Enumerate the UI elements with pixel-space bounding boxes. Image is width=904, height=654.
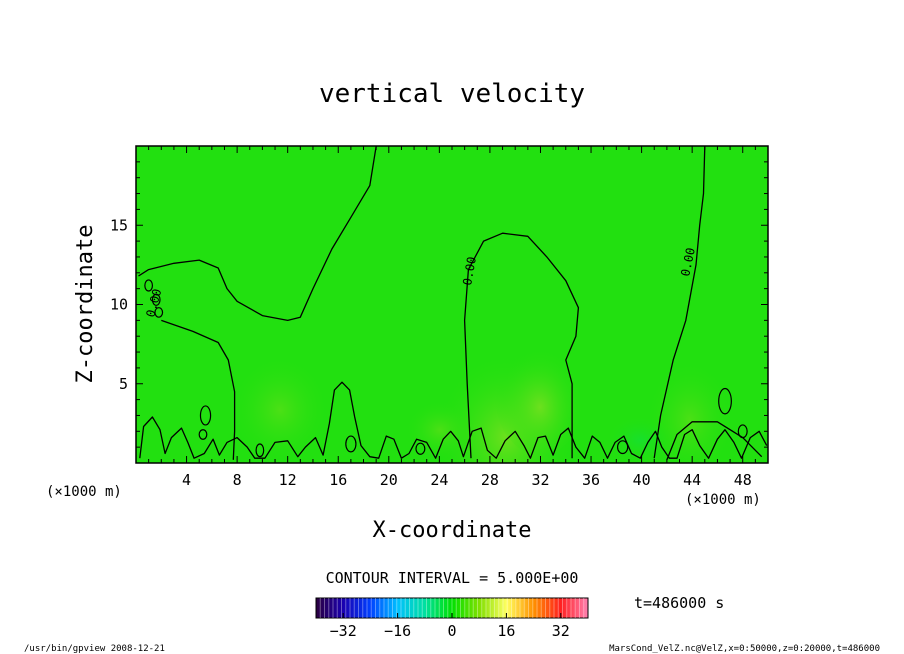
contour-loop — [345, 435, 357, 453]
x-tick-label: 24 — [430, 471, 448, 489]
contour-loop — [718, 387, 732, 415]
colorbar-stripes — [319, 598, 585, 618]
footer-right: MarsCond_VelZ.nc@VelZ,x=0:50000,z=0:2000… — [609, 644, 880, 654]
y-tick-label: 15 — [110, 216, 128, 234]
colorbar-ticks: −32 −16 0 16 32 — [330, 613, 570, 640]
contour-label-center: 0.00 — [460, 256, 479, 287]
x-unit-label-right: (×1000 m) — [685, 492, 761, 508]
x-tick-label: 32 — [531, 471, 549, 489]
x-axis-title: X-coordinate — [373, 518, 532, 543]
x-tick-label: 4 — [182, 471, 191, 489]
x-tick-label: 36 — [582, 471, 600, 489]
contour-loop — [255, 443, 265, 458]
chart-title: vertical velocity — [319, 79, 585, 109]
contour-loop — [415, 442, 426, 455]
contour-loop — [199, 405, 212, 426]
contour-loop — [737, 424, 748, 439]
contour-labels: 0.00 0.00 0.00 — [143, 246, 698, 318]
contour-loop — [198, 429, 208, 440]
contour-bottom-right-band — [666, 421, 763, 461]
time-text: t=486000 s — [634, 594, 724, 612]
contour-loop — [144, 279, 154, 292]
colorbar-tick-label: 32 — [552, 622, 570, 640]
contour-loop — [616, 440, 629, 455]
colorbar-tick-label: −16 — [384, 622, 411, 640]
y-axis: 5 10 15 — [110, 161, 768, 448]
contour-loop — [151, 293, 161, 306]
contour-loop — [154, 307, 164, 318]
x-tick-label: 16 — [329, 471, 347, 489]
contour-interval-text: CONTOUR INTERVAL = 5.000E+00 — [326, 569, 579, 587]
y-axis-title: Z-coordinate — [73, 225, 98, 384]
contour-center-lobe — [463, 232, 580, 459]
y-tick-label: 5 — [119, 375, 128, 393]
x-axis: 4 8 12 16 20 24 28 32 36 40 44 48 — [148, 146, 756, 489]
footer-left: /usr/bin/gpview 2008-12-21 — [24, 644, 165, 654]
x-unit-label-left: (×1000 m) — [46, 484, 122, 500]
x-tick-label: 44 — [683, 471, 701, 489]
contour-left-plume — [161, 319, 236, 460]
contour-bottom-wave — [139, 381, 768, 459]
x-tick-label: 48 — [734, 471, 752, 489]
contour-label-right: 0.00 — [678, 246, 698, 277]
y-tick-label: 10 — [110, 296, 128, 314]
x-tick-label: 8 — [233, 471, 242, 489]
colorbar-tick-label: 16 — [497, 622, 515, 640]
x-tick-label: 12 — [279, 471, 297, 489]
contour-lines — [138, 146, 768, 461]
colorbar-tick-label: 0 — [447, 622, 456, 640]
x-tick-label: 28 — [481, 471, 499, 489]
x-tick-label: 40 — [633, 471, 651, 489]
contour-right-lobe — [653, 146, 706, 459]
contour-left-lobe — [138, 146, 377, 322]
x-tick-label: 20 — [380, 471, 398, 489]
colorbar-tick-label: −32 — [330, 622, 357, 640]
